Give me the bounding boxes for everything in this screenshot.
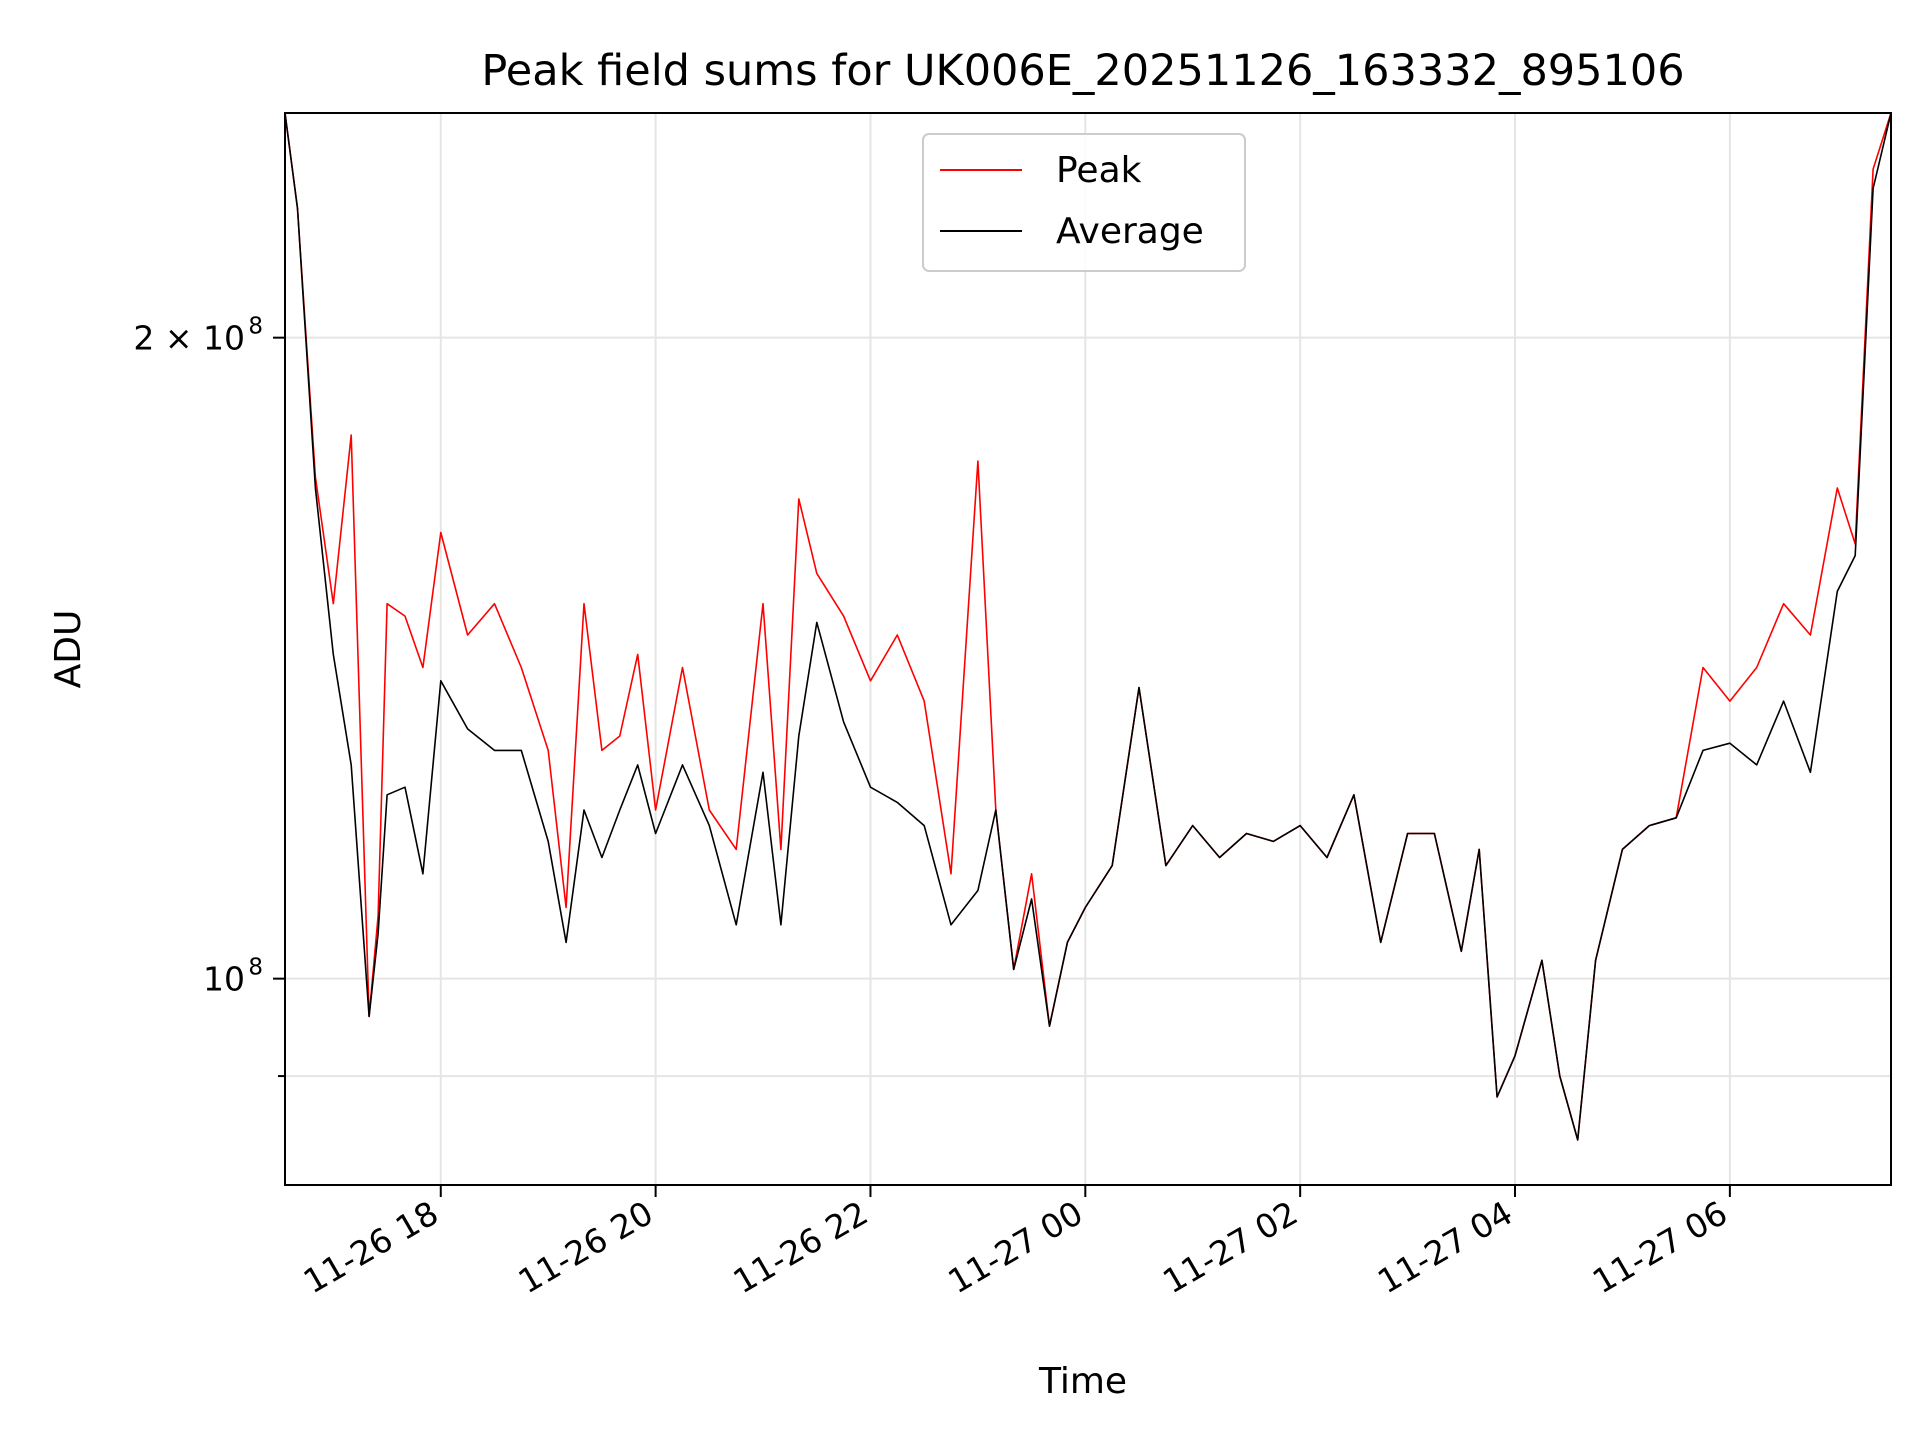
legend: Peak Average xyxy=(922,133,1246,272)
series-line-average xyxy=(284,112,1892,1141)
x-axis-label: Time xyxy=(1038,1361,1127,1402)
legend-label-peak: Peak xyxy=(1056,150,1142,191)
y-tick-label: 2 × 10 xyxy=(133,319,245,358)
y-axis-label: ADU xyxy=(48,610,89,689)
y-tick-exponent: 8 xyxy=(248,955,263,981)
legend-box xyxy=(922,133,1246,272)
y-tick-label: 10 xyxy=(203,960,245,999)
series-layer xyxy=(284,112,1892,1141)
grid xyxy=(285,113,1891,1185)
chart-title: Peak field sums for UK006E_20251126_1633… xyxy=(481,46,1684,96)
legend-label-average: Average xyxy=(1056,211,1204,252)
y-tick-exponent: 8 xyxy=(248,314,263,340)
plot-frame xyxy=(284,112,1892,1186)
y-tick-base: 10 xyxy=(203,960,245,999)
y-tick-base: 2 × 10 xyxy=(133,319,245,358)
